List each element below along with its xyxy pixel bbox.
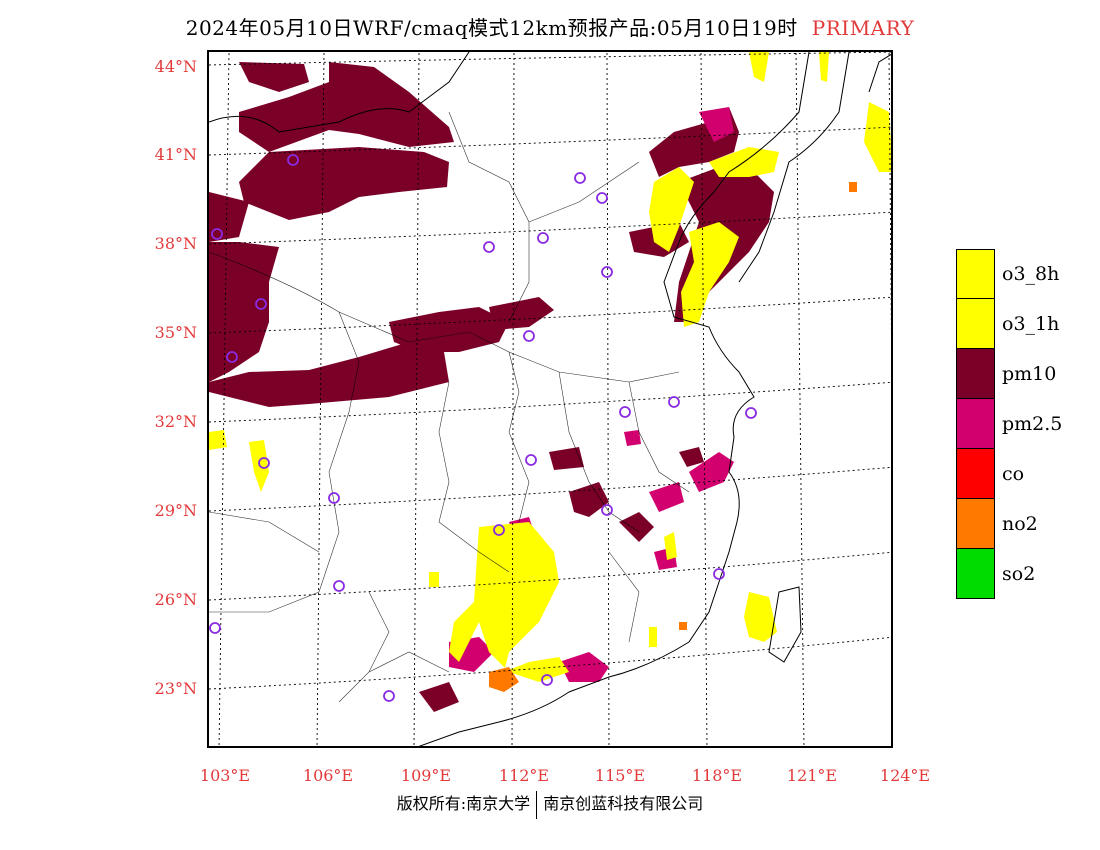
lat-label-26: 26°N [154, 590, 197, 609]
station-markers [209, 154, 757, 702]
lon-label-103: 103°E [199, 766, 251, 785]
map-title: 2024年05月10日WRF/cmaq模式12km预报产品:05月10日19时 P… [0, 12, 1100, 41]
lat-label-44: 44°N [154, 57, 197, 76]
lat-label-41: 41°N [154, 145, 197, 164]
title-primary-tag: PRIMARY [811, 16, 915, 40]
pm25-regions [449, 107, 734, 682]
lon-label-106: 106°E [302, 766, 354, 785]
legend-swatch [956, 549, 995, 599]
copyright-right: 南京创蓝科技有限公司 [543, 794, 704, 813]
no2-regions [489, 182, 857, 692]
copyright-left: 版权所有:南京大学 [396, 794, 531, 813]
legend-label: co [1002, 463, 1025, 485]
legend-swatch [956, 249, 995, 299]
forecast-map[interactable] [207, 50, 893, 748]
o3-regions [209, 52, 891, 682]
legend-swatch [956, 449, 995, 499]
legend-label: o3_1h [1002, 313, 1060, 335]
legend-label: o3_8h [1002, 263, 1060, 285]
legend-label: pm2.5 [1002, 413, 1063, 435]
legend-swatch [956, 299, 995, 349]
legend-swatch [956, 349, 995, 399]
lon-label-109: 109°E [400, 766, 452, 785]
lat-label-29: 29°N [154, 501, 197, 520]
province-borders [209, 111, 690, 703]
lon-label-118: 118°E [691, 766, 743, 785]
legend-swatch [956, 499, 995, 549]
lon-label-112: 112°E [498, 766, 550, 785]
copyright-divider [536, 790, 538, 819]
legend-label: so2 [1002, 563, 1036, 585]
lat-label-35: 35°N [154, 323, 197, 342]
lon-label-115: 115°E [594, 766, 646, 785]
copyright-footer: 版权所有:南京大学 南京创蓝科技有限公司 [0, 790, 1100, 819]
coastline [209, 52, 891, 746]
lon-label-121: 121°E [786, 766, 838, 785]
graticule [209, 52, 891, 746]
title-main: 2024年05月10日WRF/cmaq模式12km预报产品:05月10日19时 [185, 16, 798, 40]
lat-label-23: 23°N [154, 679, 197, 698]
map-canvas [209, 52, 891, 746]
lon-label-124: 124°E [879, 766, 931, 785]
lat-label-32: 32°N [154, 412, 197, 431]
legend-label: pm10 [1002, 363, 1057, 385]
lat-label-38: 38°N [154, 234, 197, 253]
legend-label: no2 [1002, 513, 1038, 535]
legend-swatch [956, 399, 995, 449]
